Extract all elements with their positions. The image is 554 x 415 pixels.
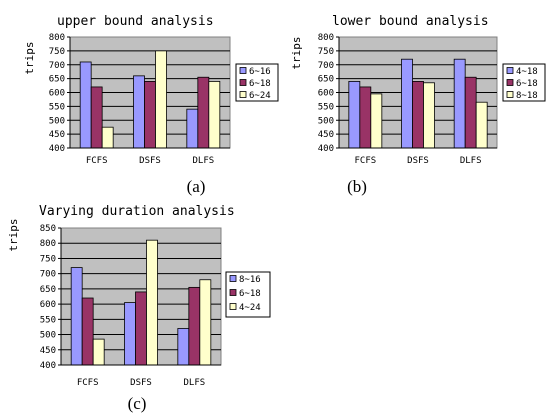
bar (453, 58, 466, 149)
legend-label: 6~18 (516, 79, 538, 89)
y-tick-label: 650 (40, 285, 56, 295)
legend-swatch (239, 67, 247, 74)
chart-title: lower bound analysis (332, 14, 489, 29)
legend-swatch (506, 67, 514, 74)
y-tick-label: 800 (49, 33, 65, 43)
y-tick-label: 500 (40, 331, 56, 341)
legend-label: 6~18 (239, 289, 261, 299)
bar (464, 76, 477, 149)
chart-panel-c: Varying duration analysis trips 400 450 500 5… (7, 204, 271, 413)
x-category-label: DSFS (139, 156, 161, 166)
chart-panel-b: lower bound analysis trips 400 450 500 550 600… (290, 14, 546, 196)
legend-label: 8~16 (239, 275, 261, 285)
panel-caption: (b) (347, 177, 367, 196)
legend-swatch (506, 91, 514, 98)
chart-panel-a: upper bound analysis trips 400 450 500 550 600… (23, 14, 279, 196)
bar (92, 338, 105, 366)
y-tick-label: 550 (40, 315, 56, 325)
bar (348, 81, 361, 149)
bar (208, 81, 221, 149)
y-tick-label: 450 (49, 130, 65, 140)
y-tick-label: 850 (40, 224, 56, 234)
bar (146, 239, 158, 366)
y-tick-label: 400 (40, 361, 56, 371)
y-tick-label: 800 (318, 33, 334, 43)
y-axis-label: trips (23, 41, 36, 74)
legend-swatch (506, 79, 514, 86)
y-tick-label: 750 (40, 254, 56, 264)
bar (135, 291, 147, 366)
x-category-label: FCFS (77, 378, 99, 388)
y-tick-label: 750 (49, 47, 65, 57)
x-category-label: DSFS (407, 156, 429, 166)
legend-label: 6~16 (249, 67, 271, 77)
x-category-label: DLFS (460, 156, 482, 166)
x-category-label: FCFS (86, 156, 108, 166)
bar (70, 267, 83, 366)
legend-swatch (239, 79, 247, 86)
bar (475, 101, 488, 149)
bar (412, 81, 424, 149)
legend-swatch (229, 289, 237, 296)
bar (177, 328, 190, 366)
legend-label: 4~24 (239, 303, 261, 313)
panel-caption: (a) (187, 177, 206, 196)
bar (90, 86, 103, 149)
bar (359, 86, 372, 149)
y-tick-label: 700 (40, 270, 56, 280)
bar (423, 82, 435, 149)
chart-title: Varying duration analysis (39, 204, 235, 219)
bar (370, 93, 383, 149)
legend-label: 8~18 (516, 91, 538, 101)
y-tick-label: 400 (318, 144, 334, 154)
bar (81, 297, 94, 366)
y-axis-label: trips (7, 218, 20, 251)
y-tick-label: 400 (49, 144, 65, 154)
y-tick-label: 550 (49, 102, 65, 112)
y-tick-label: 550 (318, 102, 334, 112)
bar (79, 61, 92, 149)
x-category-label: DLFS (192, 156, 214, 166)
y-tick-label: 750 (318, 47, 334, 57)
y-tick-label: 650 (318, 75, 334, 85)
x-category-label: FCFS (354, 156, 376, 166)
y-tick-label: 450 (318, 130, 334, 140)
y-tick-label: 450 (40, 346, 56, 356)
bar (188, 286, 201, 366)
y-tick-label: 700 (49, 61, 65, 71)
y-tick-label: 600 (40, 300, 56, 310)
y-tick-label: 800 (40, 239, 56, 249)
bar (401, 58, 413, 149)
legend-label: 6~18 (249, 79, 271, 89)
x-category-label: DLFS (183, 378, 205, 388)
legend-swatch (239, 91, 247, 98)
bar (186, 108, 199, 149)
bar (124, 302, 136, 366)
legend-label: 4~18 (516, 67, 538, 77)
legend-label: 6~24 (249, 91, 271, 101)
chart-title: upper bound analysis (57, 14, 214, 29)
bar (197, 76, 210, 149)
y-tick-label: 500 (49, 116, 65, 126)
legend-swatch (229, 275, 237, 282)
y-tick-label: 700 (318, 61, 334, 71)
y-axis-label: trips (290, 36, 303, 69)
y-tick-label: 650 (49, 75, 65, 85)
bar (133, 75, 145, 149)
y-tick-label: 600 (49, 89, 65, 99)
y-tick-label: 600 (318, 89, 334, 99)
bar (155, 50, 167, 149)
panel-caption: (c) (128, 394, 147, 413)
x-category-label: DSFS (130, 378, 152, 388)
y-tick-label: 500 (318, 116, 334, 126)
legend-swatch (229, 303, 237, 310)
bar (199, 279, 212, 366)
bar (144, 81, 156, 149)
bar (101, 126, 114, 149)
